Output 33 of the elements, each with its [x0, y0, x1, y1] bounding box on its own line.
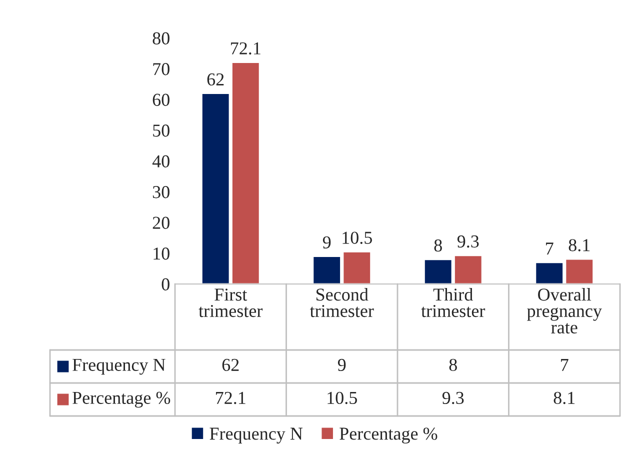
y-tick-label: 0	[162, 278, 170, 290]
y-tick-label: 60	[152, 94, 170, 106]
y-tick-label: 30	[152, 186, 170, 198]
x-tick-label: Third trimester	[421, 288, 486, 318]
data-label: 8.1	[554, 392, 575, 404]
legend-label: Frequency N	[72, 358, 166, 375]
annotation: 72.1	[231, 42, 260, 55]
x-tick-label: First trimester	[198, 288, 263, 318]
y-tick-label: 10	[154, 248, 170, 260]
data-label: 7	[561, 359, 568, 371]
annotation: 10.5	[342, 232, 372, 244]
text: Frequency N	[210, 428, 303, 444]
annotation: 9.3	[457, 235, 479, 248]
annotation: 7	[546, 242, 554, 254]
y-tick-label: 50	[153, 124, 170, 137]
data-label: 9	[338, 358, 346, 372]
y-tick-label: 40	[152, 155, 170, 168]
data-label: 8	[449, 358, 457, 372]
y-tick-label: 20	[152, 216, 170, 229]
text: Percentage %	[340, 428, 438, 444]
y-tick-label: 80	[152, 32, 170, 44]
x-tick-label: Overall pregnancy rate	[527, 288, 602, 334]
data-label: 62	[222, 358, 239, 372]
data-label: 9.3	[442, 392, 464, 404]
annotation: 62	[207, 73, 224, 86]
legend-label: Percentage %	[72, 392, 170, 408]
data-label: 72.1	[216, 392, 246, 404]
x-tick-label: Second trimester	[310, 288, 374, 318]
data-label: 10.5	[328, 392, 357, 404]
annotation: 8	[434, 239, 442, 252]
y-tick-label: 70	[153, 63, 170, 76]
annotation: 9	[322, 236, 331, 248]
annotation: 8.1	[568, 239, 590, 252]
